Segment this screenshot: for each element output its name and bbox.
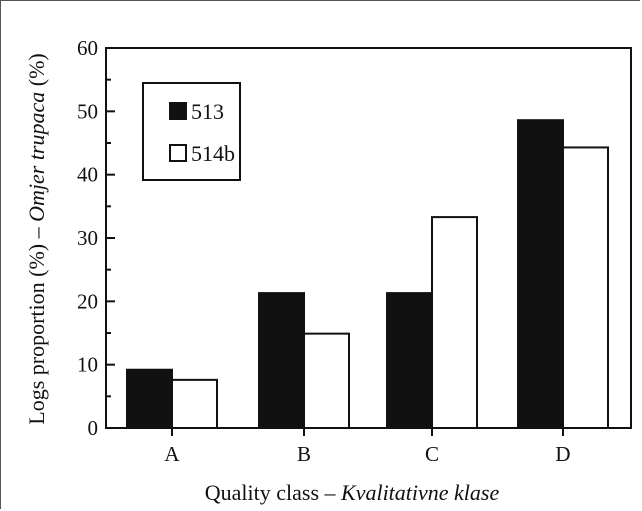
y-axis-title-plain: Logs proportion (%) – <box>24 222 49 425</box>
y-tick-label: 40 <box>77 163 98 187</box>
legend-label-514b: 514b <box>191 141 235 166</box>
y-axis-title: Logs proportion (%) – Omjer trupaca (%) <box>24 53 49 425</box>
y-tick-label: 20 <box>77 289 98 313</box>
x-tick-label: B <box>297 442 311 466</box>
bar-d-514b <box>562 146 609 430</box>
x-tick-label: C <box>425 442 439 466</box>
y-tick-label: 10 <box>77 353 98 377</box>
legend-label-513: 513 <box>191 99 224 124</box>
y-tick-label: 60 <box>77 36 98 60</box>
x-tick-label: A <box>164 442 180 466</box>
y-axis-title-italic: Omjer trupaca <box>24 92 49 222</box>
y-tick-label: 30 <box>77 226 98 250</box>
x-axis-title-italic: Kvalitativne klase <box>340 480 499 505</box>
axis-titles: Quality class – Kvalitativne klase Logs … <box>24 53 499 505</box>
bars-layer <box>126 119 609 430</box>
bar-a-514b <box>171 378 218 430</box>
legend-box <box>142 82 241 181</box>
bar-c-514b <box>431 216 478 429</box>
bar-b-514b <box>303 332 350 429</box>
legend: 513 514b <box>142 82 241 181</box>
bar-b-513 <box>258 292 305 429</box>
y-tick-label: 50 <box>77 99 98 123</box>
y-axis-title-suffix: (%) <box>24 53 49 91</box>
y-tick-label: 0 <box>88 416 99 440</box>
x-tick-label: D <box>555 442 570 466</box>
bar-c-513 <box>386 292 433 429</box>
bar-d-513 <box>517 119 564 429</box>
legend-swatch-513 <box>169 102 187 120</box>
x-axis-title-plain: Quality class – <box>205 480 341 505</box>
legend-swatch-514b <box>169 144 187 162</box>
bar-a-513 <box>126 368 173 430</box>
x-axis-title: Quality class – Kvalitativne klase <box>205 480 500 505</box>
axes-layer: 0 10 20 30 40 50 60 A B C D <box>77 36 632 466</box>
